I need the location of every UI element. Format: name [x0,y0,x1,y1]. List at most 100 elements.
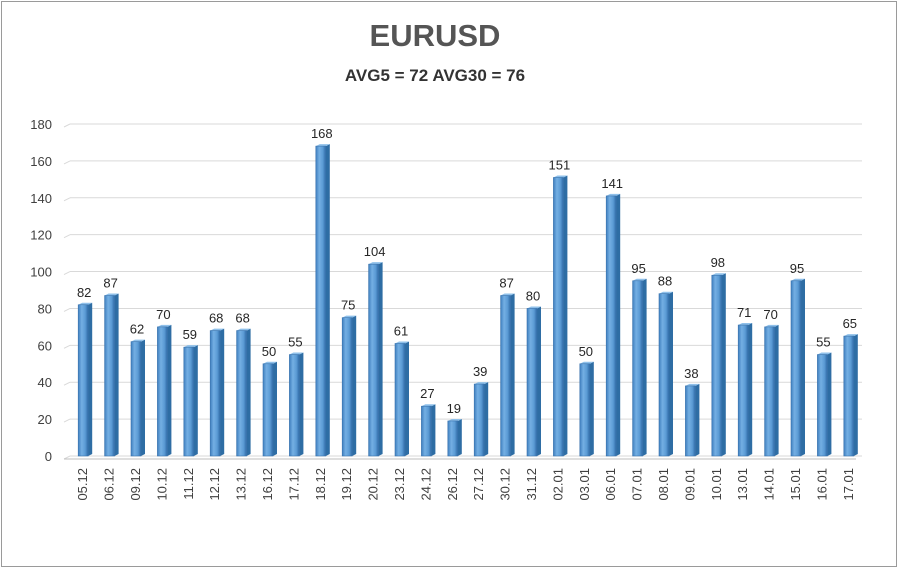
bar-side [114,293,119,456]
data-label: 87 [103,276,117,291]
y-tick-label: 140 [30,191,52,206]
bar-side [193,345,198,456]
bar-front [157,326,168,457]
data-label: 168 [311,126,333,141]
x-tick-label: 06.12 [102,468,117,501]
gridline-depth-80 [63,307,71,312]
bar-side [774,324,779,456]
data-label: 59 [183,327,197,342]
bar [817,352,832,457]
data-labels: 82 87 62 70 59 68 68 50 55 168 75 104 61 27 19 39 87 80 15… [77,126,857,416]
data-label: 82 [77,285,91,300]
bar-front [500,295,511,457]
bar-side [246,328,251,456]
bar [315,144,330,457]
x-tick-label: 24.12 [418,468,433,501]
data-label: 61 [394,323,408,338]
bar-front [632,280,643,457]
data-label: 95 [631,261,645,276]
bar-front [764,326,775,457]
data-label: 71 [737,305,751,320]
bar [77,302,93,457]
bar-top [342,315,357,318]
bar-side [88,302,93,456]
bar-top [131,339,145,342]
y-tick-label: 0 [45,449,52,464]
chart-subtitle: AVG5 = 72 AVG30 = 76 [344,66,526,85]
bar-top [659,291,673,294]
bar-top [764,324,779,327]
gridline-depth-60 [63,344,71,349]
data-label: 65 [843,316,857,331]
data-label: 70 [763,307,777,322]
grid-lines [63,123,862,460]
x-tick-label: 06.01 [603,468,618,501]
bar-front [315,145,327,457]
bar [262,361,277,457]
bar-side [616,193,621,456]
data-label: 19 [447,401,461,416]
bar [183,345,198,457]
bar [843,334,858,457]
bar-top [711,273,726,276]
data-label: 98 [711,255,725,270]
bar-side [642,278,647,456]
bar [658,291,673,457]
bar-top [289,352,304,355]
bar-side [457,418,462,456]
data-label: 87 [499,276,513,291]
bar-top [817,352,832,355]
x-tick-label: 23.12 [392,468,407,501]
bar-top [157,324,172,327]
bar-top [183,345,198,348]
x-tick-label: 27.12 [471,468,486,501]
bar [790,278,805,457]
bar-top [421,404,436,407]
bar-side [748,323,753,456]
data-label: 55 [816,335,830,350]
data-label: 68 [235,311,249,326]
x-tick-label: 09.12 [128,468,143,501]
bar-side [299,352,304,456]
x-tick-label: 07.01 [630,468,645,501]
bar-front [553,177,564,457]
data-label: 50 [579,344,593,359]
bar-top [579,361,594,364]
bar-front [843,335,855,457]
bar-top [236,328,251,331]
bar-front [685,385,696,457]
x-tick-label: 14.01 [762,468,777,501]
bar-front [368,263,379,457]
bar-top [500,293,515,296]
bar-side [167,324,172,456]
bar [421,404,436,457]
bar-side [484,382,489,456]
y-tick-label: 100 [30,265,52,280]
x-tick-label: 08.01 [656,468,671,501]
bar-side [325,144,330,456]
bar-front [421,405,432,457]
bars [77,144,858,457]
bar [605,193,621,457]
bar-side [510,293,515,456]
data-label: 80 [526,288,540,303]
bar-side [801,278,805,456]
x-tick-label: 10.12 [154,468,169,501]
bar-front [77,304,89,457]
data-label: 50 [262,344,276,359]
bar-side [431,404,436,456]
bar [553,175,568,457]
data-label: 38 [684,366,698,381]
bar [632,278,647,457]
x-tick-label: 19.12 [339,468,354,501]
data-label: 75 [341,298,355,313]
bar-top [315,144,330,147]
x-tick-label: 10.01 [709,468,724,501]
gridline-depth-100 [63,271,71,276]
data-label: 104 [364,244,386,259]
x-tick-label: 12.12 [207,468,222,501]
bar-top [791,278,805,281]
bar [764,324,779,457]
data-label: 70 [156,307,170,322]
